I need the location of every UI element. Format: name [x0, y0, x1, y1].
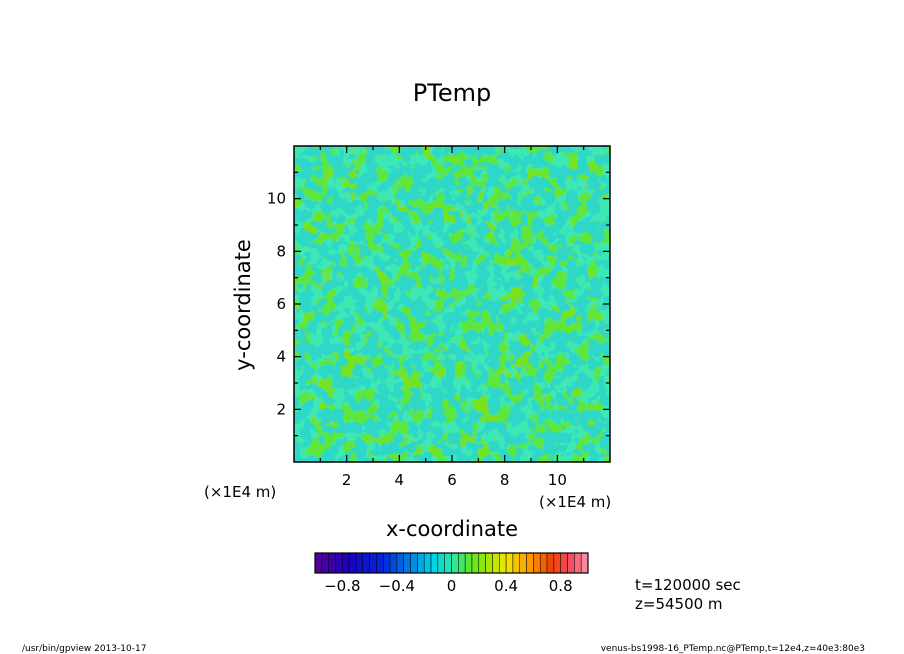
colorbar-cell — [444, 552, 452, 574]
y-tick-label: 6 — [276, 295, 286, 313]
heatmap-field — [294, 146, 610, 462]
colorbar-cell — [328, 552, 336, 574]
colorbar-cell — [526, 552, 534, 574]
colorbar-cell — [383, 552, 391, 574]
colorbar-cell — [553, 552, 561, 574]
colorbar-cell — [567, 552, 575, 574]
colorbar-cell — [423, 552, 432, 574]
y-tick-label: 10 — [267, 190, 286, 208]
colorbar-tick-label: −0.8 — [324, 577, 360, 595]
y-tick-label: 2 — [276, 400, 286, 418]
y-axis-multiplier: (×1E4 m) — [204, 483, 276, 501]
colorbar-cell — [471, 552, 480, 574]
colorbar-cell — [505, 552, 514, 574]
colorbar-cell — [574, 552, 582, 574]
colorbar-cell — [451, 552, 459, 574]
colorbar-tick-label: 0.8 — [549, 577, 573, 595]
colorbar-cell — [519, 552, 527, 574]
y-tick-label: 8 — [276, 242, 286, 260]
colorbar-cell — [580, 552, 589, 574]
x-tick-label: 8 — [500, 471, 510, 489]
colorbar-cell — [546, 552, 555, 574]
colorbar-cell — [335, 552, 343, 574]
colorbar-cell — [499, 552, 507, 574]
x-axis-multiplier: (×1E4 m) — [539, 493, 611, 511]
y-axis-label: y-coordinate — [231, 239, 255, 371]
footer-right: venus-bs1998-16_PTemp.nc@PTemp,t=12e4,z=… — [601, 644, 865, 654]
plot-area — [293, 145, 611, 463]
colorbar-cell — [417, 552, 425, 574]
colorbar-cell — [348, 552, 357, 574]
colorbar-cell — [478, 552, 486, 574]
x-tick-label: 4 — [395, 471, 405, 489]
colorbar-cell — [458, 552, 466, 574]
x-tick-label: 6 — [447, 471, 457, 489]
colorbar-cell — [355, 552, 364, 574]
colorbar-cell — [396, 552, 404, 574]
colorbar-cell — [376, 552, 384, 574]
colorbar-cell — [342, 552, 350, 574]
colorbar-cell — [410, 552, 418, 574]
colorbar-cell — [321, 552, 329, 574]
x-tick-label: 2 — [342, 471, 352, 489]
colorbar-cell — [437, 552, 445, 574]
colorbar-tick-label: 0.4 — [494, 577, 518, 595]
colorbar-cell — [403, 552, 411, 574]
colorbar — [314, 552, 589, 574]
time-info: t=120000 sec — [635, 576, 741, 594]
colorbar-cell — [314, 552, 323, 574]
colorbar-ticks: −0.8 −0.4 0 0.4 0.8 — [324, 577, 573, 595]
footer-left: /usr/bin/gpview 2013-10-17 — [22, 644, 146, 654]
colorbar-tick-label: −0.4 — [379, 577, 415, 595]
x-axis-label: x-coordinate — [386, 517, 518, 541]
y-axis-ticks: 2 4 6 8 10 — [267, 171, 610, 437]
colorbar-frame — [314, 552, 589, 574]
colorbar-tick-label: 0 — [447, 577, 457, 595]
colorbar-cell — [464, 552, 473, 574]
colorbar-cell — [533, 552, 541, 574]
y-tick-label: 4 — [276, 348, 286, 366]
x-tick-label: 10 — [548, 471, 567, 489]
colorbar-cell — [362, 552, 370, 574]
x-axis-ticks: 2 4 6 8 10 — [319, 146, 585, 489]
colorbar-cell — [560, 552, 568, 574]
colorbar-cell — [539, 552, 548, 574]
colorbar-cell — [512, 552, 520, 574]
colorbar-cell — [492, 552, 500, 574]
colorbar-cell — [430, 552, 439, 574]
chart-title: PTemp — [413, 79, 491, 107]
colorbar-cell — [485, 552, 493, 574]
colorbar-cell — [369, 552, 377, 574]
height-info: z=54500 m — [635, 595, 723, 613]
colorbar-cell — [389, 552, 398, 574]
